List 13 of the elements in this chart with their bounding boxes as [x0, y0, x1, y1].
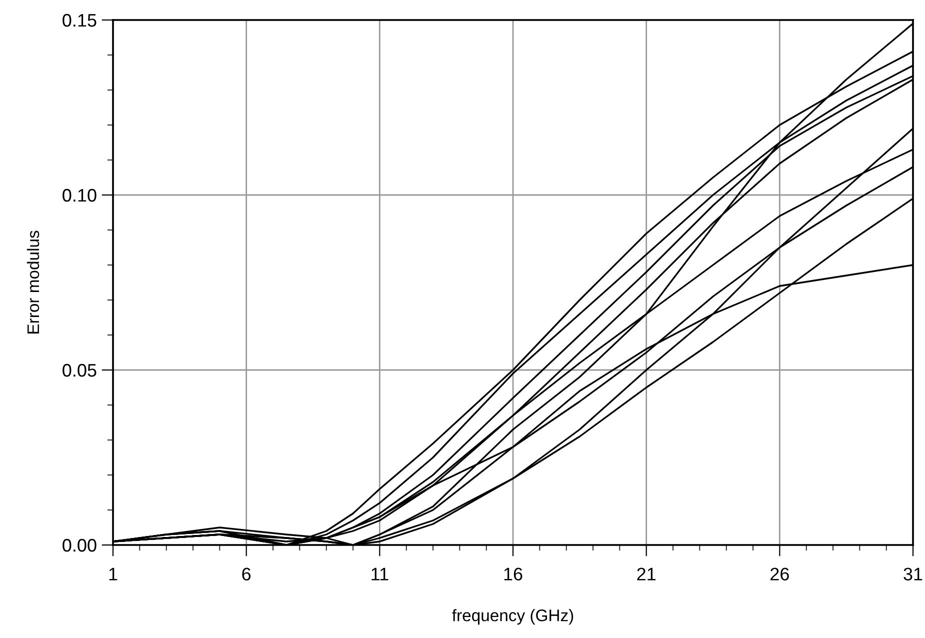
x-tick-label: 16	[504, 568, 522, 580]
x-tick-label: 26	[770, 568, 789, 580]
y-tick-label: 0.00	[62, 538, 96, 552]
x-tick-label: 1	[109, 568, 118, 580]
y-tick-label: 0.05	[62, 364, 96, 377]
x-tick-label: 21	[637, 568, 656, 580]
x-tick-label: 11	[372, 568, 388, 580]
y-axis-title: Error modulus	[26, 230, 40, 334]
y-tick-label: 0.10	[62, 188, 96, 202]
x-axis-title: frequency (GHz)	[452, 609, 574, 625]
x-tick-label: 31	[904, 568, 922, 580]
x-tick-label: 6	[242, 568, 251, 580]
y-tick-label: 0.15	[62, 14, 96, 27]
